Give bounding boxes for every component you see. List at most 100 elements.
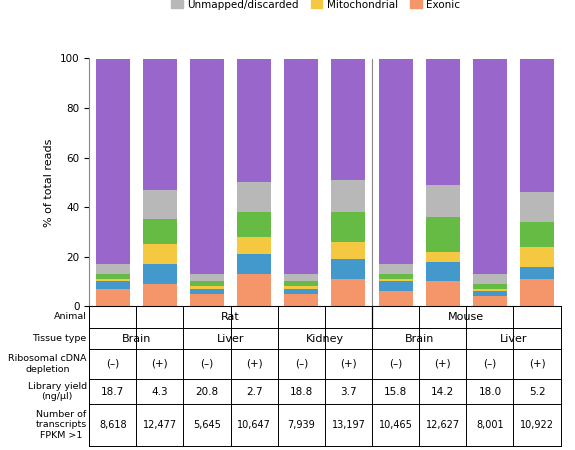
Bar [143, 190, 177, 220]
Text: (–): (–) [389, 359, 402, 369]
Text: 5,645: 5,645 [193, 420, 221, 430]
Bar [284, 58, 319, 274]
Bar [237, 58, 271, 182]
Bar [190, 294, 224, 306]
Bar [426, 217, 460, 252]
Text: 18.0: 18.0 [478, 387, 501, 396]
Bar [520, 222, 554, 247]
Bar [378, 291, 413, 306]
Text: Liver: Liver [217, 333, 244, 343]
Text: 12,627: 12,627 [426, 420, 460, 430]
Bar [331, 279, 366, 306]
Bar [520, 266, 554, 279]
Bar [426, 281, 460, 306]
Text: 2.7: 2.7 [246, 387, 262, 396]
Text: Brain: Brain [121, 333, 151, 343]
Text: 10,465: 10,465 [379, 420, 412, 430]
Bar [237, 212, 271, 237]
Text: (+): (+) [435, 359, 451, 369]
Text: 3.7: 3.7 [340, 387, 356, 396]
Text: 5.2: 5.2 [529, 387, 545, 396]
Bar [284, 274, 319, 281]
Bar [378, 58, 413, 264]
Bar [331, 259, 366, 279]
Bar [378, 281, 413, 291]
Bar [237, 274, 271, 306]
Text: (–): (–) [294, 359, 308, 369]
Bar [473, 289, 507, 291]
Bar [190, 289, 224, 294]
Text: (–): (–) [483, 359, 497, 369]
Bar [473, 58, 507, 274]
Text: Number of
transcripts
FPKM >1: Number of transcripts FPKM >1 [36, 410, 87, 440]
Bar [190, 286, 224, 289]
Bar [426, 261, 460, 281]
Text: 13,197: 13,197 [332, 420, 365, 430]
Text: (–): (–) [200, 359, 214, 369]
Title: Distribution of Reads in Libraries from Rodent Tissues: Distribution of Reads in Libraries from … [121, 0, 529, 3]
Text: 15.8: 15.8 [384, 387, 407, 396]
Bar [473, 284, 507, 289]
Bar [95, 279, 130, 281]
Text: Ribosomal cDNA
depletion: Ribosomal cDNA depletion [8, 354, 87, 374]
Text: Library yield
(ng/µl): Library yield (ng/µl) [28, 382, 87, 401]
Text: 8,618: 8,618 [99, 420, 126, 430]
Bar [473, 291, 507, 296]
Bar [190, 58, 224, 274]
Bar [378, 264, 413, 274]
Text: Mouse: Mouse [448, 312, 484, 322]
Bar [426, 252, 460, 261]
Text: Rat: Rat [221, 312, 240, 322]
Bar [143, 284, 177, 306]
Y-axis label: % of total reads: % of total reads [44, 138, 54, 226]
Bar [143, 244, 177, 264]
Bar [143, 58, 177, 190]
Bar [520, 58, 554, 192]
Text: Brain: Brain [404, 333, 434, 343]
Bar [284, 281, 319, 286]
Text: 18.7: 18.7 [101, 387, 124, 396]
Text: (–): (–) [106, 359, 120, 369]
Text: 7,939: 7,939 [288, 420, 315, 430]
Text: 10,647: 10,647 [237, 420, 271, 430]
Bar [284, 286, 319, 289]
Text: 10,922: 10,922 [520, 420, 554, 430]
Bar [378, 274, 413, 279]
Bar [284, 289, 319, 294]
Bar [237, 182, 271, 212]
Bar [190, 274, 224, 281]
Text: 4.3: 4.3 [152, 387, 168, 396]
Bar [95, 281, 130, 289]
Bar [190, 281, 224, 286]
Text: 12,477: 12,477 [143, 420, 177, 430]
Bar [143, 220, 177, 244]
Bar [95, 58, 130, 264]
Bar [331, 58, 366, 180]
Legend: rRNA, Unmapped/discarded, Intronic, Mitochondrial, Intergenic, Exonic: rRNA, Unmapped/discarded, Intronic, Mito… [171, 0, 478, 9]
Text: 18.8: 18.8 [290, 387, 313, 396]
Bar [331, 242, 366, 259]
Bar [473, 296, 507, 306]
Bar [95, 274, 130, 279]
Text: (+): (+) [529, 359, 545, 369]
Bar [520, 247, 554, 266]
Text: Liver: Liver [500, 333, 527, 343]
Bar [237, 237, 271, 254]
Text: (+): (+) [340, 359, 356, 369]
Text: 8,001: 8,001 [476, 420, 504, 430]
Bar [331, 180, 366, 212]
Text: Animal: Animal [54, 312, 87, 321]
Text: Tissue type: Tissue type [33, 334, 87, 343]
Bar [426, 58, 460, 185]
Bar [237, 254, 271, 274]
Bar [520, 279, 554, 306]
Bar [473, 274, 507, 284]
Text: (+): (+) [152, 359, 168, 369]
Text: (+): (+) [246, 359, 262, 369]
Bar [378, 279, 413, 281]
Bar [143, 264, 177, 284]
Bar [95, 289, 130, 306]
Text: 14.2: 14.2 [431, 387, 454, 396]
Bar [284, 294, 319, 306]
Bar [95, 264, 130, 274]
